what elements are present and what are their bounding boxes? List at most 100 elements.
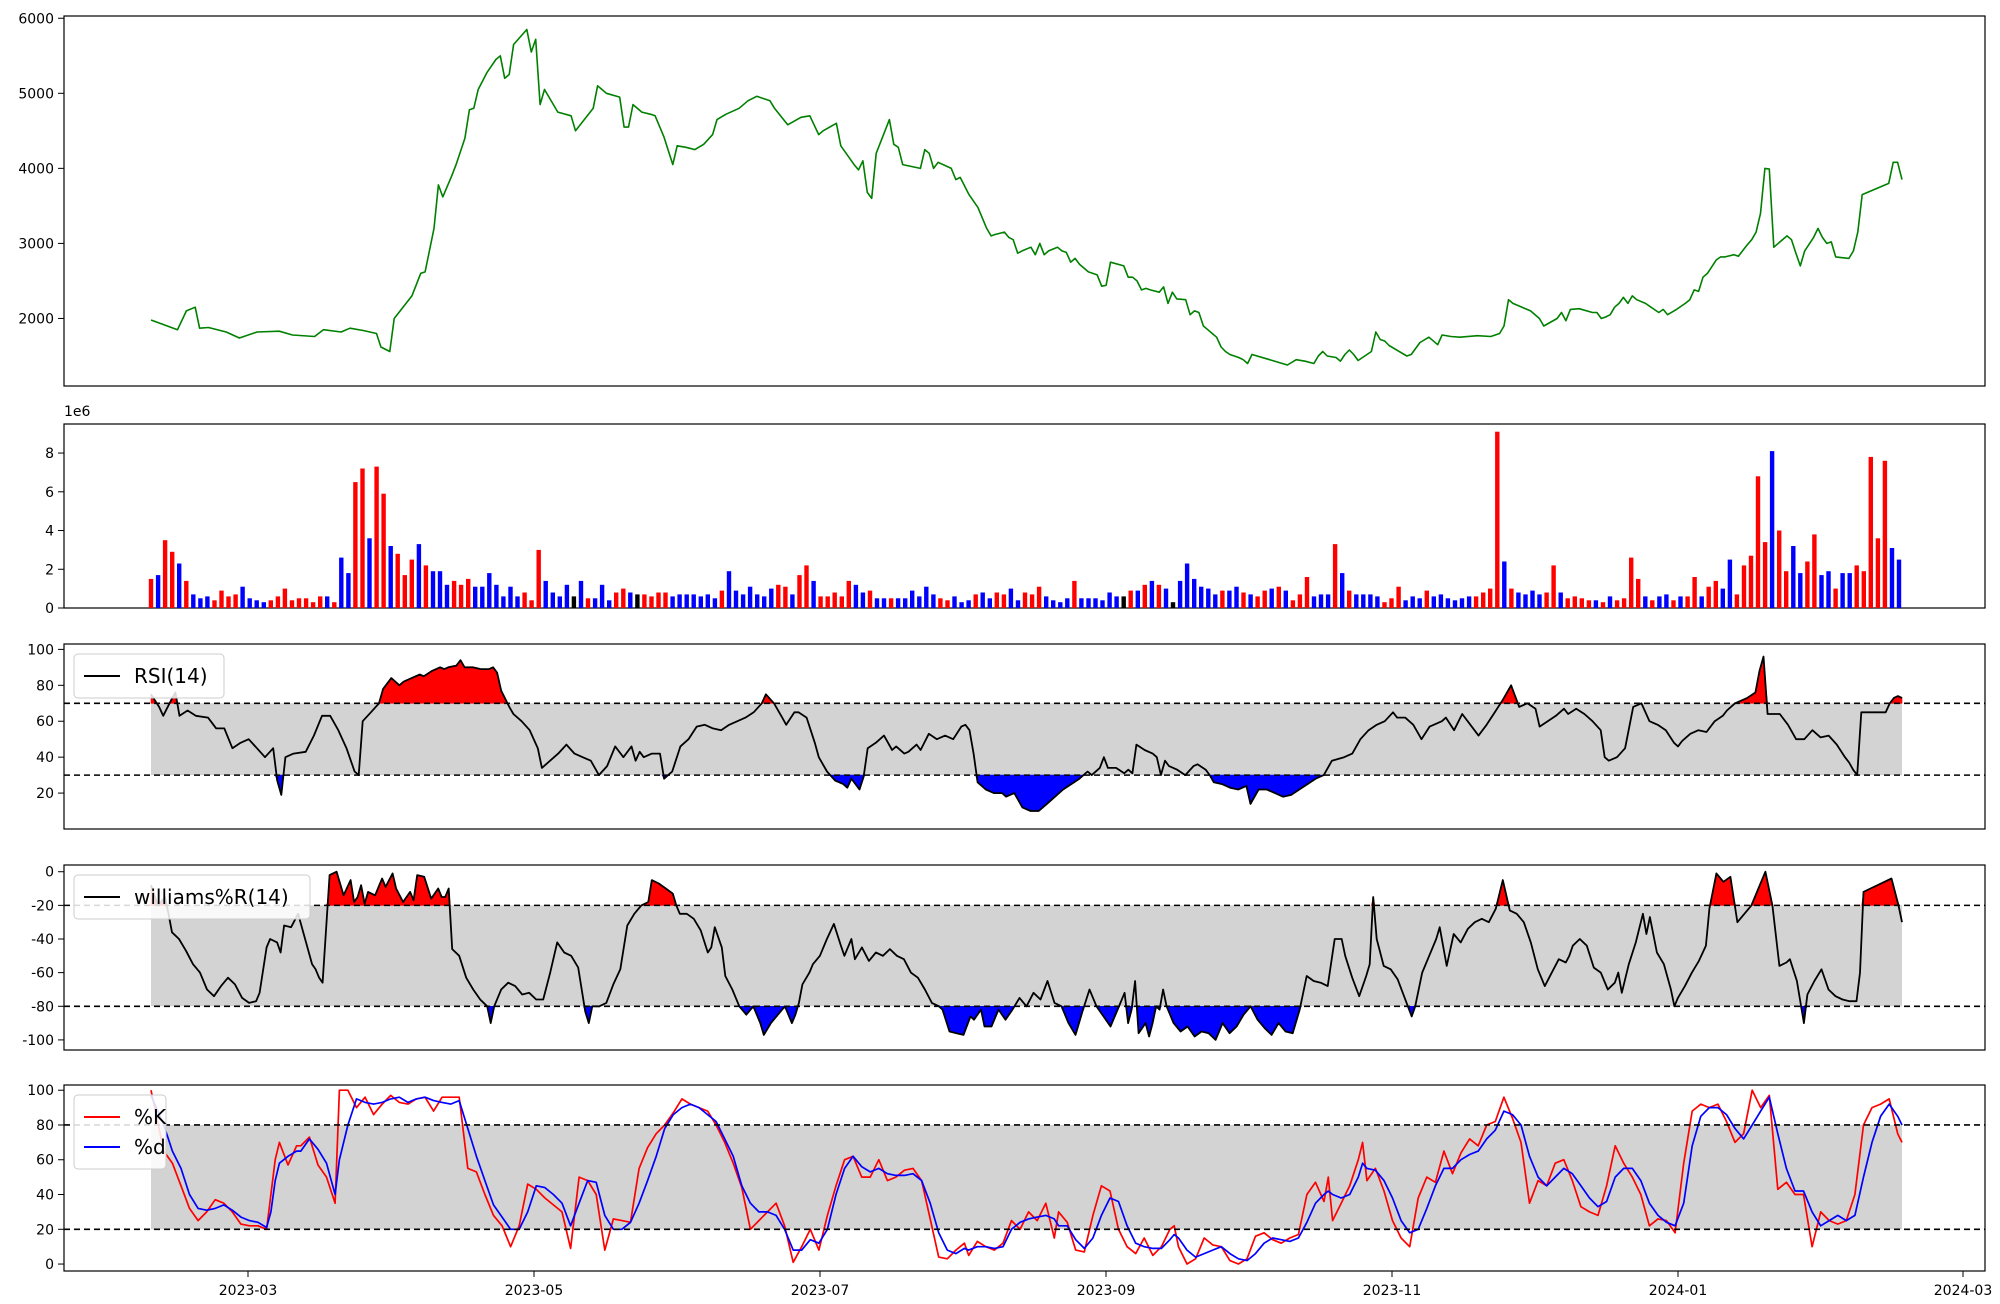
volume-bar bbox=[416, 544, 422, 608]
volume-bar bbox=[522, 592, 527, 608]
volume-bar bbox=[1311, 596, 1317, 608]
volume-bar bbox=[1368, 594, 1373, 608]
volume-bar bbox=[1058, 602, 1063, 608]
volume-bar bbox=[853, 584, 859, 608]
volume-bar bbox=[1424, 590, 1429, 608]
volume-bar bbox=[1022, 592, 1028, 608]
rsi-panel-ytick-label: 100 bbox=[27, 642, 54, 658]
rsi-panel-neutral-band bbox=[151, 703, 1902, 776]
volume-bar bbox=[1163, 588, 1169, 608]
volume-bar bbox=[1114, 596, 1119, 608]
volume-bar bbox=[1459, 598, 1465, 608]
williams-panel-ytick-label: -80 bbox=[31, 999, 54, 1015]
price-line bbox=[150, 28, 1903, 366]
volume-bar bbox=[1086, 598, 1091, 608]
volume-bar bbox=[712, 598, 718, 608]
stochastic-k-line bbox=[150, 1089, 1903, 1265]
volume-bar bbox=[501, 596, 506, 608]
volume-bar bbox=[155, 575, 161, 608]
stochastic-panel-ytick-label: 20 bbox=[36, 1222, 54, 1238]
volume-bar bbox=[621, 588, 626, 608]
volume-bar bbox=[388, 546, 393, 608]
volume-bar bbox=[790, 594, 795, 608]
williams-panel-ytick-label: -60 bbox=[31, 966, 54, 982]
volume-bar bbox=[578, 580, 584, 608]
volume-bar bbox=[1791, 546, 1796, 608]
volume-bar bbox=[1466, 596, 1472, 608]
volume-bar bbox=[381, 493, 386, 608]
williams-panel-neutral-band bbox=[151, 905, 1902, 1007]
volume-bar bbox=[1544, 592, 1549, 608]
volume-bar bbox=[1720, 588, 1725, 608]
x-axis-tick-label: 2023-09 bbox=[1077, 1283, 1136, 1299]
volume-bar bbox=[191, 594, 196, 608]
volume-bar bbox=[360, 468, 365, 608]
volume-bar bbox=[148, 578, 154, 608]
volume-bar bbox=[353, 482, 358, 608]
volume-bar bbox=[1297, 594, 1303, 608]
volume-bar bbox=[1488, 588, 1493, 608]
volume-bar bbox=[1621, 598, 1627, 608]
rsi-panel-oversold-fill bbox=[274, 774, 1324, 812]
volume-bar bbox=[1607, 596, 1613, 608]
williams-panel-frame bbox=[63, 864, 1986, 1051]
volume-bar bbox=[1001, 594, 1007, 608]
volume-bar bbox=[1318, 594, 1324, 608]
volume-bar bbox=[374, 466, 379, 608]
volume-bar bbox=[310, 602, 316, 608]
volume-bar bbox=[959, 602, 964, 608]
volume-bar bbox=[451, 580, 457, 608]
volume-bar bbox=[1889, 548, 1895, 608]
volume-bar bbox=[1199, 586, 1204, 608]
volume-bar bbox=[1636, 578, 1641, 608]
volume-bar bbox=[212, 600, 217, 608]
volume-bar bbox=[1177, 580, 1183, 608]
volume-bar bbox=[409, 559, 414, 608]
volume-bar bbox=[762, 596, 767, 608]
volume-bar bbox=[888, 598, 894, 608]
stochastic-panel-ytick-label: 0 bbox=[45, 1257, 54, 1273]
volume-bar bbox=[1840, 573, 1845, 608]
volume-bar bbox=[402, 575, 407, 608]
stochastic-panel-ytick-label: 80 bbox=[36, 1118, 54, 1134]
volume-bar bbox=[303, 598, 309, 608]
volume-bar bbox=[1382, 602, 1387, 608]
rsi-line bbox=[150, 655, 1903, 812]
volume-bar bbox=[1170, 602, 1176, 608]
rsi-panel-overbought-fill bbox=[150, 656, 1903, 704]
volume-bar bbox=[818, 596, 823, 608]
stochastic-panel-ytick-label: 40 bbox=[36, 1188, 54, 1204]
volume-bar bbox=[466, 578, 471, 608]
price-panel-ytick-label: 5000 bbox=[18, 86, 54, 102]
volume-bar bbox=[1262, 590, 1267, 608]
volume-bar bbox=[318, 596, 323, 608]
volume-bar bbox=[1579, 598, 1584, 608]
volume-bar bbox=[1304, 577, 1310, 608]
volume-bar bbox=[1142, 584, 1147, 608]
price-panel-ytick-label: 4000 bbox=[18, 161, 54, 177]
stochastic-panel-neutral-band bbox=[151, 1124, 1902, 1230]
rsi-panel-ytick-label: 60 bbox=[36, 714, 54, 730]
volume-bar bbox=[755, 594, 760, 608]
volume-panel-ytick-label: 4 bbox=[45, 524, 54, 540]
volume-bar bbox=[973, 594, 978, 608]
volume-bar bbox=[1015, 600, 1021, 608]
volume-bar bbox=[1572, 596, 1577, 608]
volume-bar bbox=[1410, 596, 1415, 608]
volume-bar bbox=[473, 586, 478, 608]
volume-bar bbox=[1389, 598, 1394, 608]
volume-bar bbox=[1438, 594, 1444, 608]
volume-bar bbox=[649, 596, 654, 608]
volume-bar bbox=[1325, 594, 1331, 608]
volume-bar bbox=[1452, 600, 1458, 608]
volume-bar bbox=[684, 594, 689, 608]
volume-bar bbox=[1044, 596, 1049, 608]
volume-bar bbox=[1812, 534, 1817, 608]
x-axis-tick-label: 2024-03 bbox=[1934, 1283, 1993, 1299]
volume-bar bbox=[635, 594, 640, 608]
stochastic-d-line bbox=[150, 1095, 1903, 1262]
volume-panel-ytick-label: 6 bbox=[45, 485, 54, 501]
x-axis-tick-label: 2023-11 bbox=[1363, 1283, 1422, 1299]
volume-bar bbox=[1657, 596, 1662, 608]
volume-bar bbox=[874, 598, 880, 608]
